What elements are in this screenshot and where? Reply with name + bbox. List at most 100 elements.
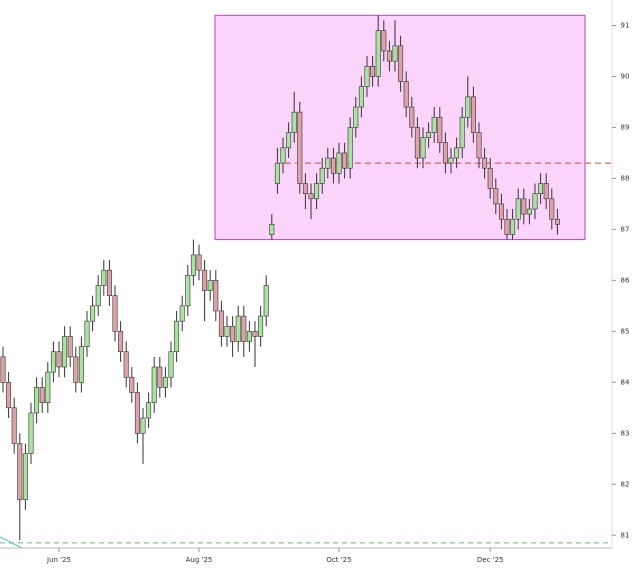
candle-body [157, 366, 163, 388]
candle-body [487, 167, 493, 189]
candle-body [67, 336, 73, 358]
candle-body [302, 183, 308, 195]
candle-body [45, 371, 51, 404]
candle-body [274, 162, 280, 184]
y-tick-label: 83 [621, 429, 630, 437]
y-tick-label: 86 [621, 276, 630, 284]
candle-body [11, 407, 17, 444]
candle-body [168, 351, 174, 378]
candle-body [73, 356, 79, 383]
candle-body [426, 132, 432, 138]
candle-body [325, 157, 331, 169]
candle-body [386, 50, 392, 62]
candle-body [342, 152, 348, 169]
x-tick-label: Oct '25 [326, 556, 351, 564]
candle-body [50, 351, 56, 373]
candle-body [218, 310, 224, 337]
candle-body [129, 376, 135, 393]
y-tick-label: 81 [621, 531, 630, 539]
candle-body [482, 157, 488, 169]
candle-body [414, 127, 420, 159]
candle-body [370, 65, 376, 77]
candle-body [6, 382, 12, 409]
candle-body [246, 331, 252, 342]
candle-body [286, 132, 292, 149]
candle-body [78, 346, 84, 383]
candle-body [106, 269, 112, 296]
y-tick-label: 85 [621, 327, 630, 335]
candle-body [515, 198, 521, 220]
y-tick-label: 91 [621, 21, 630, 29]
candle-body [174, 320, 180, 353]
candle-body [314, 183, 320, 200]
candle-body [95, 285, 101, 307]
candle-body [62, 336, 68, 368]
x-tick-label: Aug '25 [186, 556, 213, 564]
candle-body [532, 193, 538, 210]
candle-body [538, 183, 544, 195]
candle-body [39, 387, 45, 404]
candle-body [554, 218, 560, 225]
candle-body [375, 30, 381, 77]
candle-body [146, 402, 152, 419]
candle-body [123, 351, 129, 378]
y-tick-label: 82 [621, 480, 630, 488]
candle-body [398, 45, 404, 82]
candle-body [263, 285, 269, 317]
y-tick-label: 84 [621, 378, 630, 386]
candle-body [470, 96, 476, 133]
candle-body [543, 183, 549, 200]
candle-body [297, 111, 303, 184]
x-tick-label: Dec '25 [477, 556, 504, 564]
candle-body [230, 325, 236, 342]
candle-body [549, 198, 555, 220]
candle-body [291, 111, 297, 133]
candle-body [134, 392, 140, 434]
candle-body [364, 65, 370, 87]
candle-body [28, 412, 34, 454]
candle-body [22, 453, 28, 500]
candle-body [308, 193, 314, 200]
candle-body [493, 188, 499, 205]
candle-body [392, 45, 398, 62]
candle-body [241, 315, 247, 342]
candle-body [224, 325, 230, 337]
candle-body [190, 254, 196, 276]
candle-body [442, 142, 448, 164]
candle-body [235, 315, 241, 342]
candle-body [409, 106, 415, 128]
candle-body [252, 331, 258, 337]
x-tick-label: Jun '25 [46, 556, 71, 564]
candle-body [101, 269, 107, 286]
candle-body [269, 223, 275, 235]
candle-body [118, 331, 124, 353]
candle-body [498, 203, 504, 220]
candle-body [207, 280, 213, 291]
candle-body [437, 116, 443, 144]
candle-body [465, 96, 471, 118]
candle-body [431, 116, 437, 133]
candle-body [448, 157, 454, 164]
candle-body [280, 147, 286, 164]
candle-body [179, 305, 185, 322]
candle-body [510, 218, 516, 235]
candle-body [476, 132, 482, 159]
candle-body [347, 127, 353, 169]
candle-body [403, 81, 409, 108]
candle-body [336, 152, 342, 174]
candle-body [140, 417, 146, 434]
candle-body [84, 320, 90, 347]
candle-body [459, 116, 465, 149]
candle-body [56, 351, 62, 368]
candle-body [202, 269, 208, 291]
candle-body [526, 208, 532, 215]
candle-body [330, 157, 336, 174]
candle-body [454, 147, 460, 159]
candle-body [521, 198, 527, 215]
candle-body [319, 167, 325, 184]
y-tick-label: 87 [621, 225, 630, 233]
candle-body [151, 366, 157, 404]
candle-body [258, 315, 264, 337]
candle-body [112, 295, 118, 332]
candle-body [0, 356, 6, 383]
